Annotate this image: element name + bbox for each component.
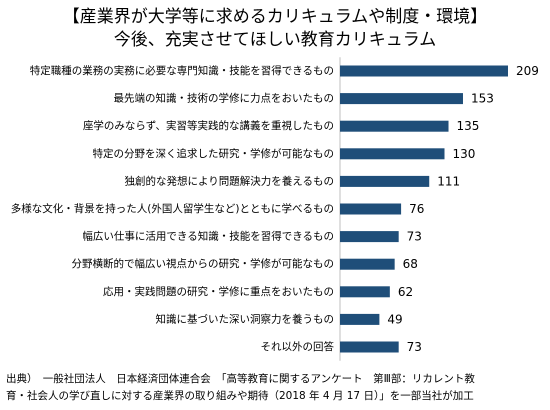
- bar: [340, 313, 380, 325]
- category-label: 特定職種の業務の実務に必要な専門知識・技能を習得できるもの: [30, 64, 334, 77]
- category-label: 独創的な発想により問題解決力を養えるもの: [125, 174, 334, 187]
- category-label: 分野横断的で幅広い視点からの研究・学修が可能なもの: [72, 257, 335, 270]
- bar: [340, 231, 399, 243]
- bar: [340, 286, 390, 298]
- data-label: 111: [437, 174, 460, 188]
- data-label: 209: [516, 64, 539, 78]
- category-label: 知識に基づいた深い洞察力を養うもの: [156, 312, 335, 325]
- category-label: それ以外の回答: [261, 340, 335, 353]
- bar: [340, 120, 449, 132]
- category-label: 特定の分野を深く追求した研究・学修が可能なもの: [93, 147, 335, 160]
- data-label: 73: [407, 230, 422, 244]
- chart-title-line-1: 【産業界が大学等に求めるカリキュラムや制度・環境】: [62, 7, 488, 27]
- category-label: 幅広い仕事に活用できる知識・技能を習得できるもの: [82, 230, 334, 243]
- data-label: 135: [457, 119, 480, 133]
- category-label: 最先端の知識・技術の学修に力点をおいたもの: [114, 92, 335, 105]
- bar: [340, 65, 508, 77]
- data-label: 76: [409, 202, 424, 216]
- bar: [340, 93, 463, 105]
- chart-title-line-2: 今後、充実させてほしい教育カリキュラム: [113, 30, 437, 50]
- data-label: 130: [452, 147, 475, 161]
- data-label: 49: [387, 312, 402, 326]
- category-label: 座学のみならず、実習等実践的な講義を重視したもの: [83, 119, 334, 132]
- data-label: 153: [471, 92, 494, 106]
- bar: [340, 148, 445, 160]
- data-label: 62: [398, 285, 413, 299]
- source-note-line-1: 出典） 一般社団法人 日本経済団体連合会 「高等教育に関するアンケート 第Ⅲ部：…: [6, 373, 475, 385]
- data-label: 68: [403, 257, 418, 271]
- bar: [340, 203, 402, 215]
- category-label: 多様な文化・背景を持った人(外国人留学生など)とともに学べるもの: [11, 202, 334, 215]
- data-label: 73: [407, 340, 422, 354]
- bar: [340, 175, 430, 187]
- source-note-line-2: 育・社会人の学び直しに対する産業界の取り組みや期待（2018 年 4 月 17 …: [6, 390, 474, 402]
- bar: [340, 258, 395, 270]
- bar: [340, 341, 399, 353]
- category-label: 応用・実践問題の研究・学修に重点をおいたもの: [103, 285, 334, 298]
